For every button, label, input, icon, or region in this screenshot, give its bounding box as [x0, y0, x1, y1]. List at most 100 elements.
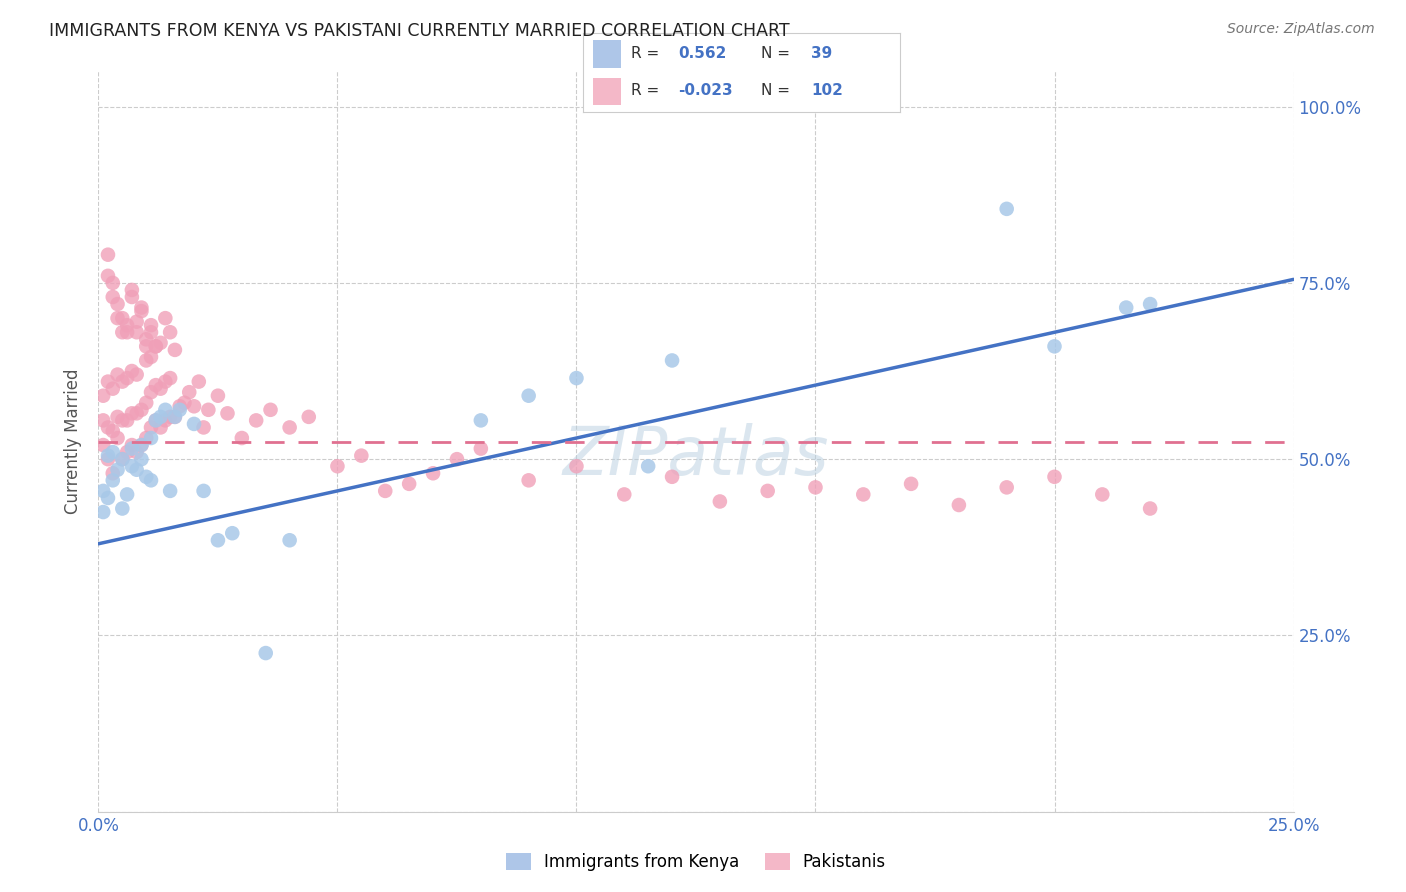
- Point: [111, 325, 134, 339]
- Point: [101, 276, 124, 290]
- Point: [565, 459, 588, 474]
- Point: [173, 396, 195, 410]
- Point: [111, 452, 134, 467]
- Point: [115, 325, 138, 339]
- Point: [852, 487, 875, 501]
- Point: [101, 467, 124, 481]
- Point: [179, 385, 201, 400]
- Point: [517, 473, 540, 487]
- Point: [145, 339, 167, 353]
- Point: [145, 413, 167, 427]
- Point: [446, 452, 468, 467]
- Point: [111, 501, 134, 516]
- Point: [135, 396, 157, 410]
- Point: [193, 420, 215, 434]
- Bar: [593, 40, 621, 68]
- Point: [135, 339, 157, 353]
- Point: [149, 335, 172, 350]
- Point: [517, 389, 540, 403]
- Point: [565, 371, 588, 385]
- Point: [115, 318, 138, 333]
- Point: [637, 459, 659, 474]
- Point: [1043, 470, 1066, 484]
- Point: [91, 483, 114, 498]
- Point: [900, 476, 922, 491]
- Point: [135, 431, 157, 445]
- Point: [91, 413, 114, 427]
- Point: [115, 371, 138, 385]
- Point: [131, 304, 153, 318]
- Point: [97, 491, 120, 505]
- Point: [187, 375, 209, 389]
- Point: [298, 409, 321, 424]
- Point: [278, 420, 301, 434]
- Point: [948, 498, 970, 512]
- Point: [145, 378, 167, 392]
- Point: [145, 413, 167, 427]
- Point: [155, 375, 177, 389]
- Point: [139, 473, 162, 487]
- Point: [135, 353, 157, 368]
- Point: [193, 483, 215, 498]
- Point: [107, 409, 129, 424]
- Point: [91, 389, 114, 403]
- Point: [121, 438, 143, 452]
- Point: [125, 325, 148, 339]
- Point: [613, 487, 636, 501]
- Point: [756, 483, 779, 498]
- Text: R =: R =: [631, 83, 664, 98]
- Point: [169, 402, 191, 417]
- Point: [97, 375, 120, 389]
- Text: 0.562: 0.562: [678, 46, 727, 62]
- Point: [183, 417, 205, 431]
- Point: [139, 350, 162, 364]
- Point: [995, 202, 1018, 216]
- Text: Source: ZipAtlas.com: Source: ZipAtlas.com: [1227, 22, 1375, 37]
- Point: [159, 371, 181, 385]
- Point: [661, 470, 683, 484]
- Point: [107, 311, 129, 326]
- Point: [183, 399, 205, 413]
- Point: [121, 442, 143, 456]
- Point: [101, 473, 124, 487]
- Point: [125, 406, 148, 420]
- Point: [259, 402, 281, 417]
- Text: 102: 102: [811, 83, 844, 98]
- Point: [97, 452, 120, 467]
- Point: [995, 480, 1018, 494]
- Point: [149, 420, 172, 434]
- Text: -0.023: -0.023: [678, 83, 733, 98]
- Point: [125, 463, 148, 477]
- Point: [135, 470, 157, 484]
- Point: [131, 438, 153, 452]
- Point: [278, 533, 301, 548]
- Point: [145, 339, 167, 353]
- Point: [115, 413, 138, 427]
- Point: [115, 487, 138, 501]
- Point: [155, 413, 177, 427]
- Point: [97, 420, 120, 434]
- Text: R =: R =: [631, 46, 664, 62]
- Point: [1139, 501, 1161, 516]
- Point: [470, 413, 492, 427]
- Point: [101, 382, 124, 396]
- Point: [139, 385, 162, 400]
- Point: [125, 445, 148, 459]
- Point: [91, 505, 114, 519]
- Point: [111, 413, 134, 427]
- Point: [125, 315, 148, 329]
- Point: [1139, 297, 1161, 311]
- Point: [121, 406, 143, 420]
- Point: [155, 311, 177, 326]
- Point: [91, 438, 114, 452]
- Point: [107, 463, 129, 477]
- Point: [155, 402, 177, 417]
- Point: [159, 483, 181, 498]
- Text: 39: 39: [811, 46, 832, 62]
- Point: [1091, 487, 1114, 501]
- Point: [101, 290, 124, 304]
- Point: [661, 353, 683, 368]
- Point: [422, 467, 444, 481]
- Point: [326, 459, 349, 474]
- Point: [97, 268, 120, 283]
